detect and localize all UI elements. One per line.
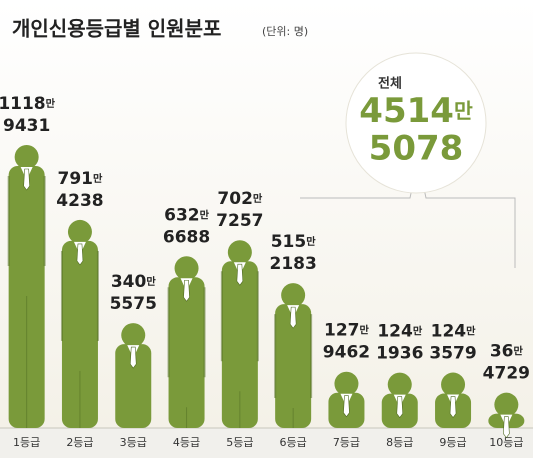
total-value: 5078 [369, 129, 464, 169]
figure-arm [203, 287, 206, 378]
figure-tie [23, 168, 30, 191]
data-label: 124만 [377, 322, 423, 342]
bar [275, 304, 312, 428]
data-label: 632만 [164, 205, 210, 225]
data-label: 791만 [58, 169, 104, 189]
total-bubble [345, 52, 487, 194]
data-label: 36만 [490, 342, 524, 362]
figure-arm [256, 271, 259, 362]
figure-arm [96, 250, 99, 341]
figure-tie [183, 279, 190, 302]
figure-head [174, 256, 199, 281]
figure-tie [503, 416, 510, 439]
x-tick-label: 4등급 [173, 436, 200, 449]
figure-head [14, 145, 39, 169]
figure-tie [76, 243, 84, 266]
x-tick-label: 2등급 [66, 436, 93, 449]
total-value: 4514만 [359, 91, 473, 131]
bar [221, 261, 258, 428]
figure-tie [129, 346, 137, 369]
figure-head [441, 372, 466, 397]
data-label: 1936 [376, 344, 423, 364]
total-label: 전체 [378, 76, 402, 92]
bar [115, 344, 152, 428]
figure-tie [396, 396, 404, 419]
data-label: 1118만 [0, 94, 56, 114]
figure-tie [289, 306, 297, 329]
figure-arm [220, 271, 223, 362]
data-label: 5575 [110, 294, 157, 314]
figure-arm [60, 250, 63, 341]
figure-head [387, 372, 412, 397]
data-label: 4238 [56, 191, 103, 211]
footer-strip [0, 428, 533, 458]
bar [61, 240, 98, 428]
unit-note: (단위: 명) [262, 25, 308, 38]
x-tick-label: 5등급 [226, 436, 253, 449]
x-tick-label: 6등급 [280, 436, 307, 449]
data-label: 515만 [271, 232, 317, 252]
chart-title: 개인신용등급별 인원분포 [12, 17, 221, 41]
figure-head [121, 323, 146, 348]
x-tick-label: 7등급 [333, 436, 360, 449]
x-tick-label: 1등급 [13, 436, 40, 449]
data-label: 124만 [431, 322, 477, 342]
figure-tie [343, 395, 350, 418]
data-label: 6688 [163, 227, 210, 247]
figure-arm [274, 314, 277, 398]
data-label: 3579 [429, 344, 476, 364]
figure-head [281, 283, 306, 308]
data-label: 2183 [269, 254, 316, 274]
figure-tie [236, 263, 244, 286]
x-tick-label: 3등급 [120, 436, 147, 449]
figure-head [67, 219, 92, 244]
x-tick-label: 8등급 [386, 436, 413, 449]
figure-arm [43, 176, 46, 266]
figure-head [227, 240, 252, 265]
bar [168, 277, 205, 428]
data-label: 340만 [111, 272, 157, 292]
data-label: 9431 [3, 116, 50, 136]
x-tick-label: 9등급 [439, 436, 466, 449]
figure-head [494, 392, 519, 417]
figure-head [334, 371, 359, 396]
figure-arm [310, 314, 313, 398]
x-tick-label: 10등급 [489, 436, 523, 449]
data-label: 4729 [483, 364, 530, 384]
figure-arm [167, 287, 170, 378]
data-label: 9462 [323, 343, 370, 363]
data-label: 702만 [217, 189, 263, 209]
figure-tie [449, 396, 457, 419]
data-label: 7257 [216, 211, 263, 231]
data-label: 127만 [324, 321, 370, 341]
figure-arm [7, 176, 10, 266]
